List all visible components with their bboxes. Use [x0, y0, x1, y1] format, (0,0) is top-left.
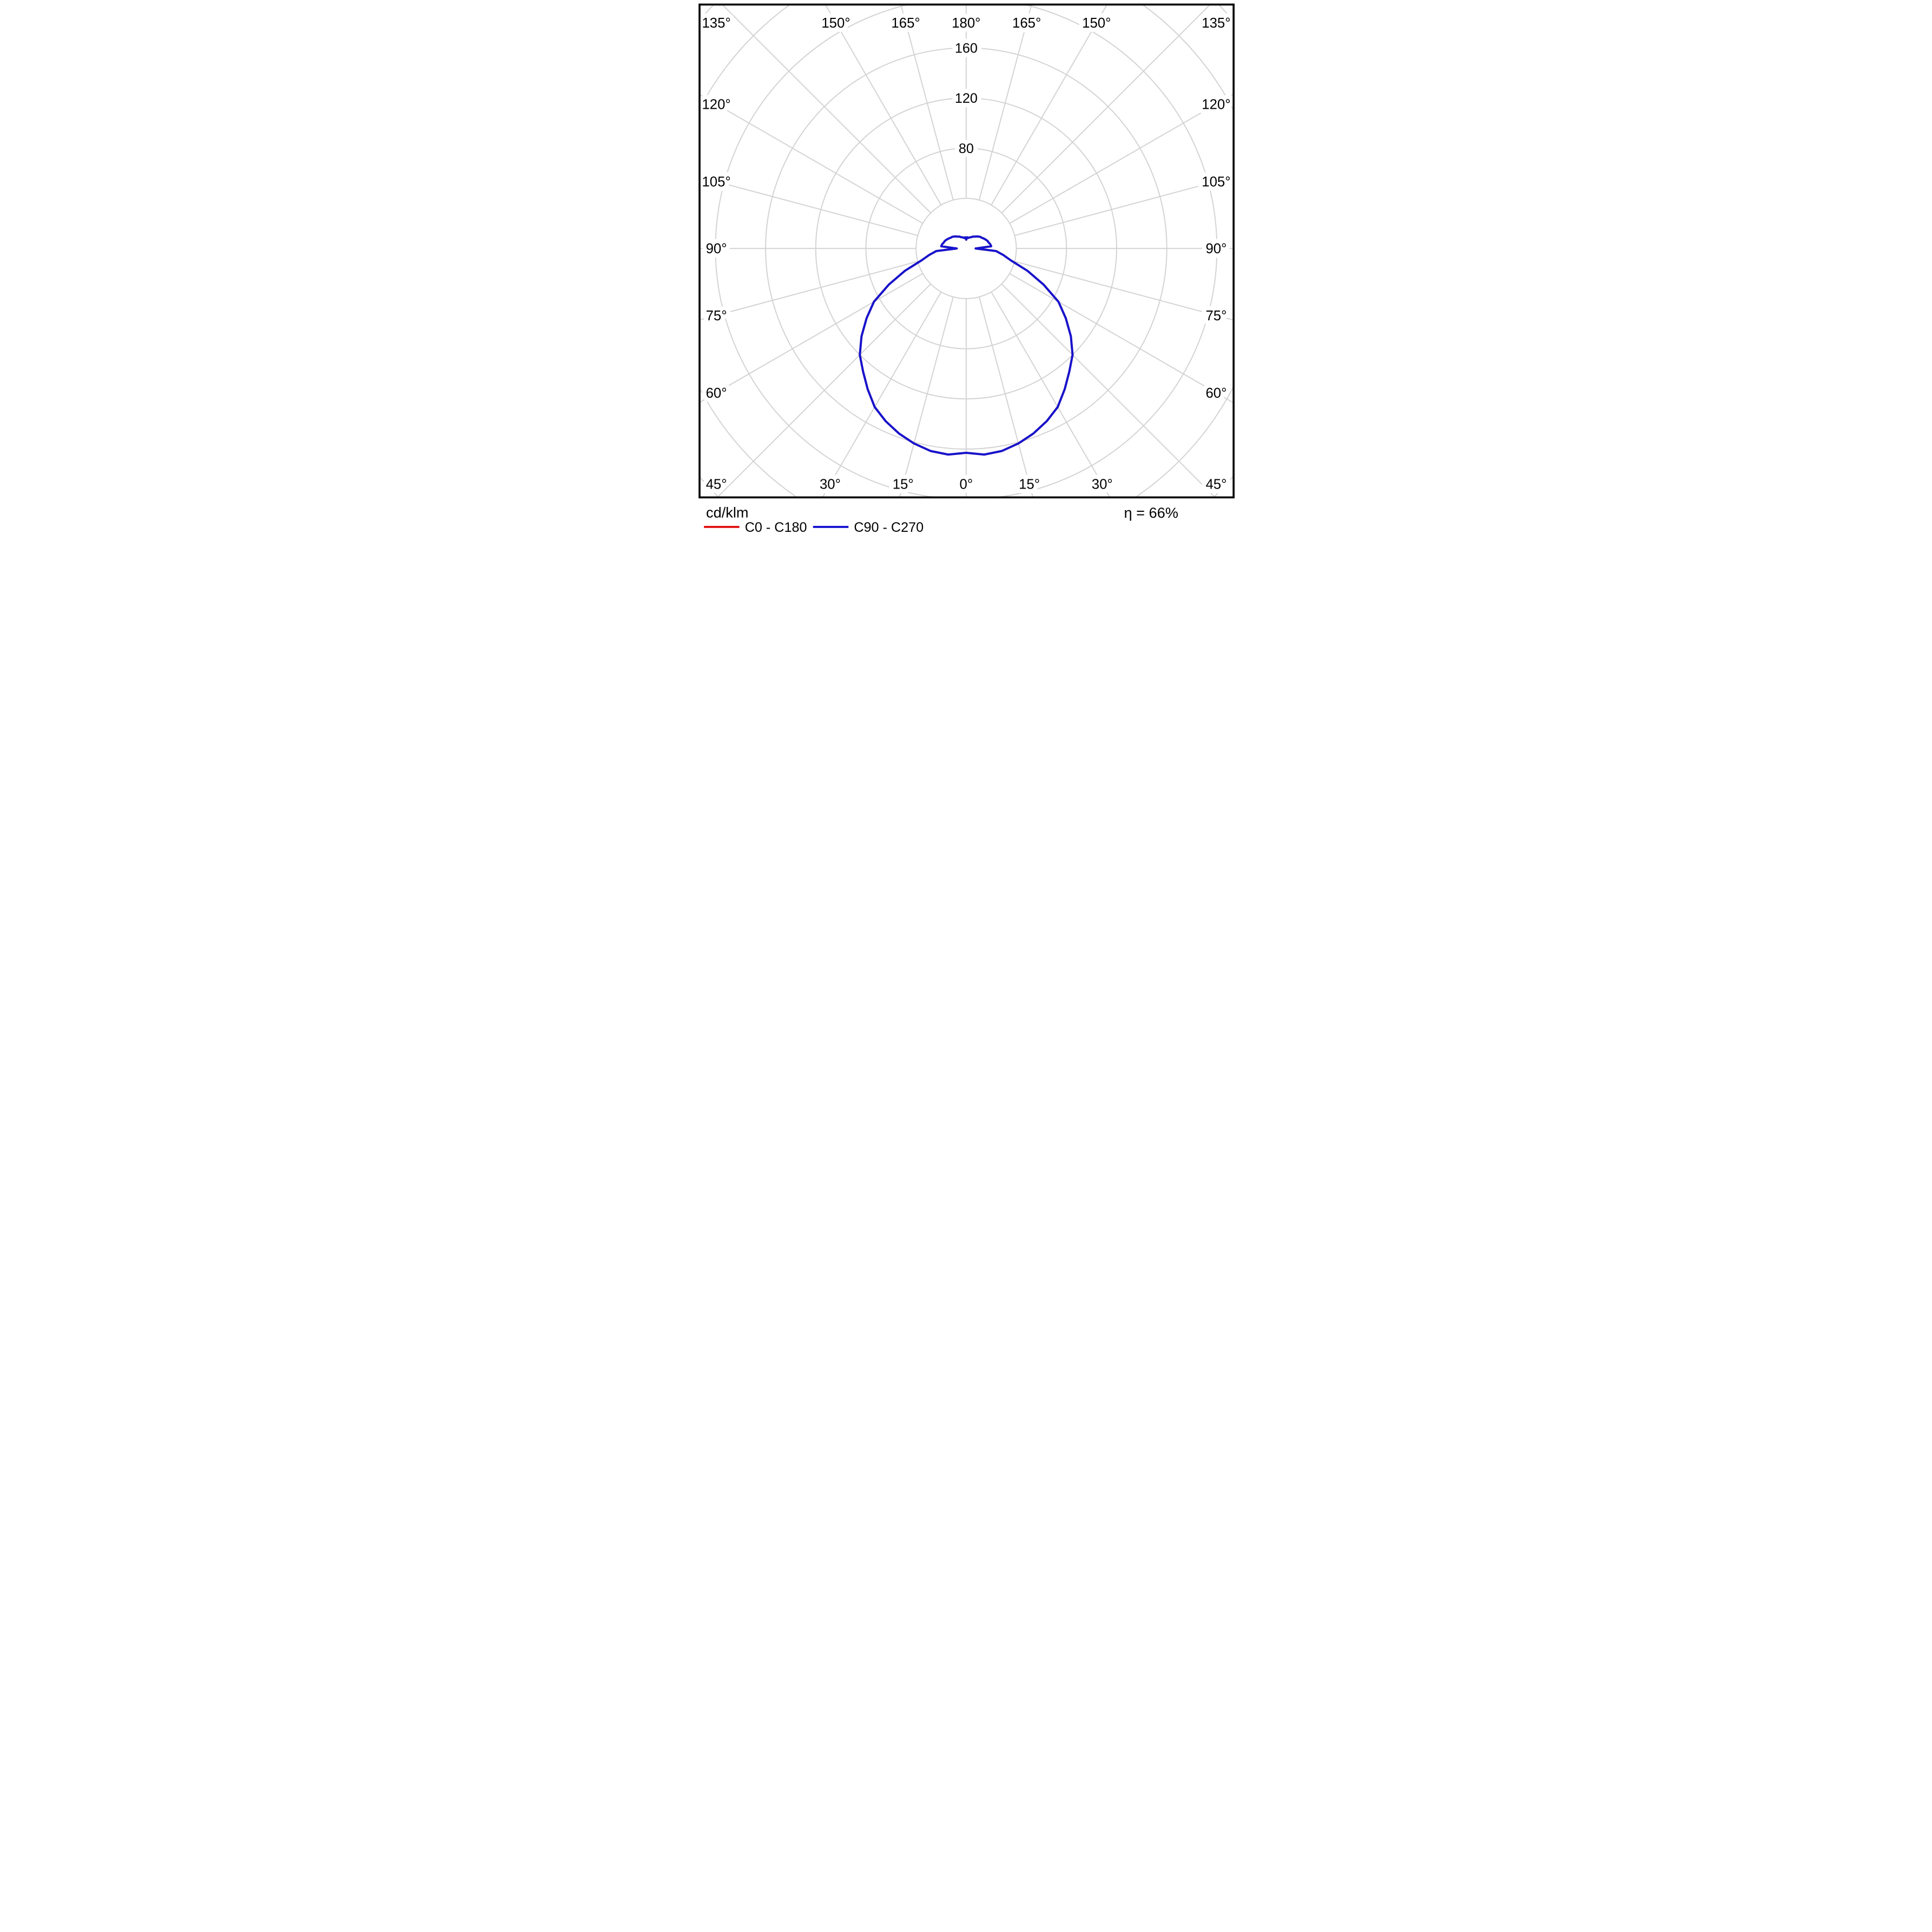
grid-radial-165-right: [978, 4, 1032, 200]
angle-label-30-right: 30°: [1091, 477, 1112, 492]
grid-radial-60-right: [1009, 273, 1234, 404]
grid-radial-165-left: [900, 4, 954, 200]
grid-ring-40: [915, 197, 1017, 299]
grid-radial-105-right: [1014, 176, 1234, 236]
ring-label-120: 120: [954, 91, 977, 106]
angle-label-135-left: 135°: [702, 16, 730, 31]
grid-radial-120-right: [1009, 93, 1234, 224]
curve-C90-C270: [858, 235, 1073, 456]
angle-label-0: 0°: [959, 477, 973, 492]
ring-label-80: 80: [958, 141, 973, 156]
angle-label-165-left: 165°: [891, 16, 920, 31]
polar-grid: [699, 4, 1234, 498]
angle-label-165-right: 165°: [1012, 16, 1041, 31]
photometric-diagram-page: 80 120 160 0° 15° 15° 30° 30° 45° 45° 60° 60° 75° 75°…: [695, 0, 1237, 541]
grid-radial-105-left: [699, 176, 918, 236]
angle-label-15-left: 15°: [892, 477, 913, 492]
grid-radial-120-left: [699, 94, 923, 224]
grid-radial-150-left: [824, 4, 941, 206]
angle-label-90-right: 90°: [1205, 241, 1227, 256]
angle-label-105-right: 105°: [1202, 174, 1230, 189]
grid-radial-30-left: [821, 292, 941, 498]
angle-label-75-right: 75°: [1205, 308, 1227, 324]
angle-label-180: 180°: [952, 16, 980, 31]
grid-radial-135-right: [1001, 4, 1211, 214]
angle-label-120-right: 120°: [1202, 97, 1230, 113]
grid-radial-45-right: [1001, 283, 1216, 498]
angle-label-60-right: 60°: [1205, 386, 1227, 401]
angle-label-150-right: 150°: [1082, 16, 1111, 31]
legend: C0 - C180 C90 - C270: [703, 520, 924, 535]
grid-radial-75-left: [699, 261, 918, 321]
angle-label-90-left: 90°: [705, 241, 727, 256]
ring-label-160: 160: [954, 41, 977, 56]
polar-photometric-diagram: 80 120 160 0° 15° 15° 30° 30° 45° 45° 60° 60° 75° 75°…: [695, 0, 1237, 541]
angle-label-135-right: 135°: [1202, 16, 1230, 31]
angle-label-30-left: 30°: [819, 477, 840, 492]
grid-radial-60-left: [699, 273, 923, 403]
angle-label-60-left: 60°: [705, 386, 727, 401]
grid-radial-135-left: [721, 4, 931, 214]
angle-label-150-left: 150°: [821, 16, 850, 31]
angle-label-120-left: 120°: [702, 97, 730, 113]
units-label: cd/klm: [706, 504, 748, 520]
legend-label-c0-c180: C0 - C180: [744, 520, 807, 535]
grid-radial-15-right: [978, 296, 1033, 498]
angle-label-105-left: 105°: [702, 174, 730, 189]
angle-label-45-left: 45°: [705, 477, 727, 492]
angle-label-45-right: 45°: [1205, 477, 1227, 492]
angle-label-15-right: 15°: [1019, 477, 1040, 492]
efficiency-label: η = 66%: [1124, 504, 1178, 521]
intensity-curves: [858, 235, 1073, 456]
grid-radial-15-left: [899, 296, 954, 498]
angle-label-75-left: 75°: [705, 308, 727, 324]
grid-radial-30-right: [990, 292, 1111, 498]
legend-label-c90-c270: C90 - C270: [854, 520, 924, 535]
grid-radial-45-left: [716, 283, 931, 498]
plot-border: [698, 3, 1235, 499]
grid-radial-150-right: [990, 4, 1107, 206]
grid-radial-75-right: [1014, 261, 1234, 321]
